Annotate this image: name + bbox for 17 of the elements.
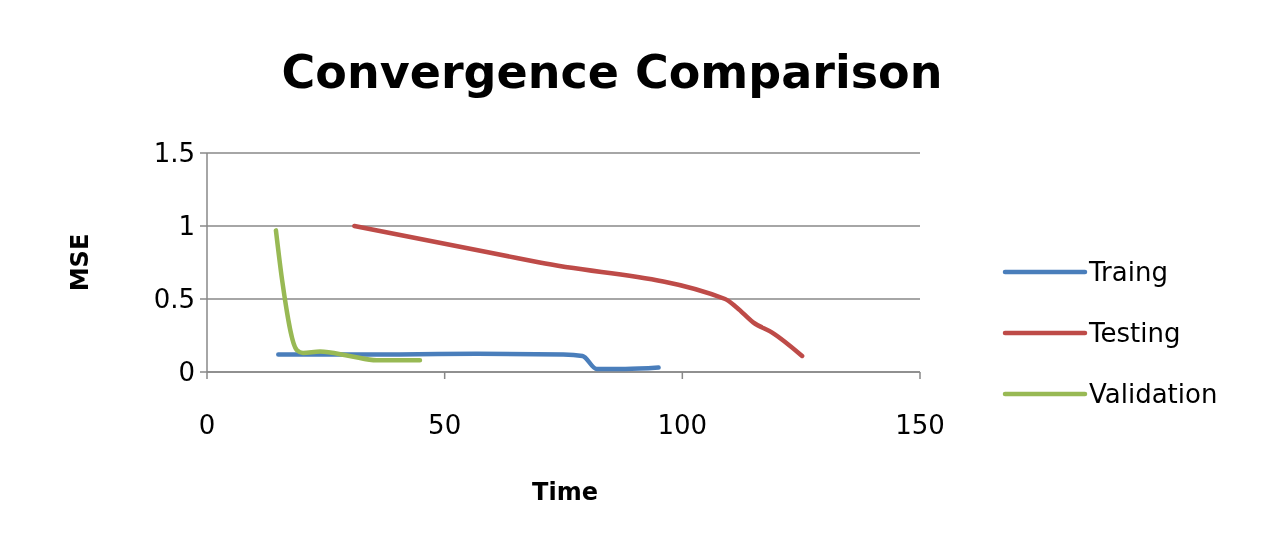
line-series xyxy=(276,351,661,372)
line-series xyxy=(273,228,423,363)
legend-label: Testing xyxy=(1088,318,1181,349)
x-tick-label: 100 xyxy=(657,410,708,440)
legend-label: Traing xyxy=(1088,257,1168,288)
x-tick-label: 0 xyxy=(198,410,216,440)
x-axis-title: Time xyxy=(532,478,598,506)
y-tick-label: 1.5 xyxy=(153,138,195,169)
x-tick-label: 150 xyxy=(895,410,945,440)
line-series xyxy=(352,223,805,359)
y-axis-title: MSE xyxy=(66,233,94,292)
y-tick-label: 0.5 xyxy=(153,284,195,315)
y-tick-label: 1 xyxy=(178,211,195,242)
x-tick-label: 50 xyxy=(428,410,462,440)
legend-label: Validation xyxy=(1089,379,1218,410)
y-tick-label: 0 xyxy=(178,357,195,388)
chart-title: Convergence Comparison xyxy=(281,45,943,99)
